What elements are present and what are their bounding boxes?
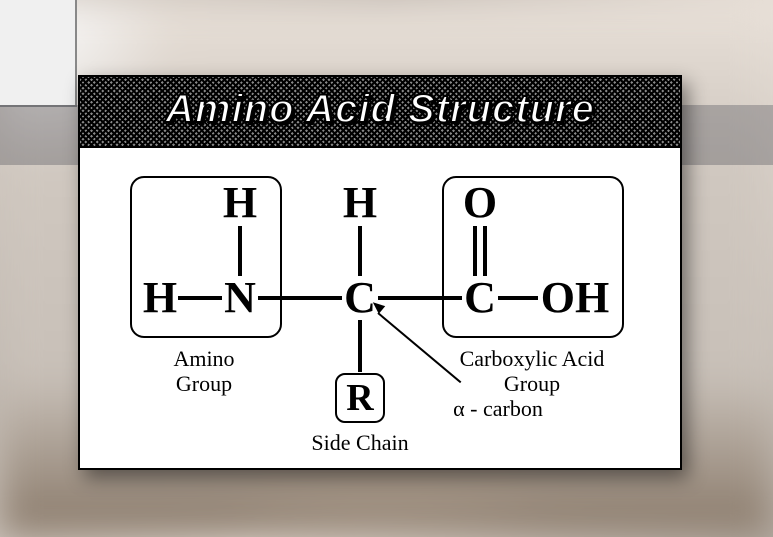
- atom-h-center-top: H: [343, 181, 377, 225]
- label-carboxyl-group: Carboxylic Acid Group: [460, 346, 605, 397]
- corner-strip: [0, 0, 77, 107]
- title-bar: Amino Acid Structure: [80, 77, 680, 148]
- diagram-card: Amino Acid Structure H H N H C O C OH: [78, 75, 682, 470]
- atom-o-top: O: [463, 181, 497, 225]
- atom-oh: OH: [541, 276, 609, 320]
- atom-c-carboxyl: C: [464, 276, 496, 320]
- bond-h-n-vert: [238, 226, 242, 276]
- bond-h-n: [178, 296, 222, 300]
- bond-o-c-dbl2: [483, 226, 487, 276]
- atom-h-amino-left: H: [143, 276, 177, 320]
- label-side-chain: Side Chain: [311, 430, 408, 455]
- label-alpha-carbon: α - carbon: [453, 396, 543, 421]
- label-carboxyl-l1: Carboxylic Acid: [460, 346, 605, 371]
- molecule-diagram: H H N H C O C OH R Amino Group Carboxyli…: [80, 148, 680, 468]
- label-amino-group: Amino Group: [173, 346, 234, 397]
- label-amino-l2: Group: [176, 371, 232, 396]
- bond-c-r: [358, 320, 362, 372]
- atom-n: N: [224, 276, 256, 320]
- atom-r: R: [346, 376, 373, 420]
- bond-n-c: [258, 296, 342, 300]
- r-side-chain-box: R: [335, 373, 385, 423]
- atom-h-amino-top: H: [223, 181, 257, 225]
- label-amino-l1: Amino: [173, 346, 234, 371]
- atom-c-center: C: [344, 276, 376, 320]
- label-carboxyl-l2: Group: [504, 371, 560, 396]
- bond-c-c: [378, 296, 462, 300]
- bond-o-c-dbl1: [473, 226, 477, 276]
- title-text: Amino Acid Structure: [165, 87, 595, 131]
- bond-h-c-vert: [358, 226, 362, 276]
- bond-c-oh: [498, 296, 538, 300]
